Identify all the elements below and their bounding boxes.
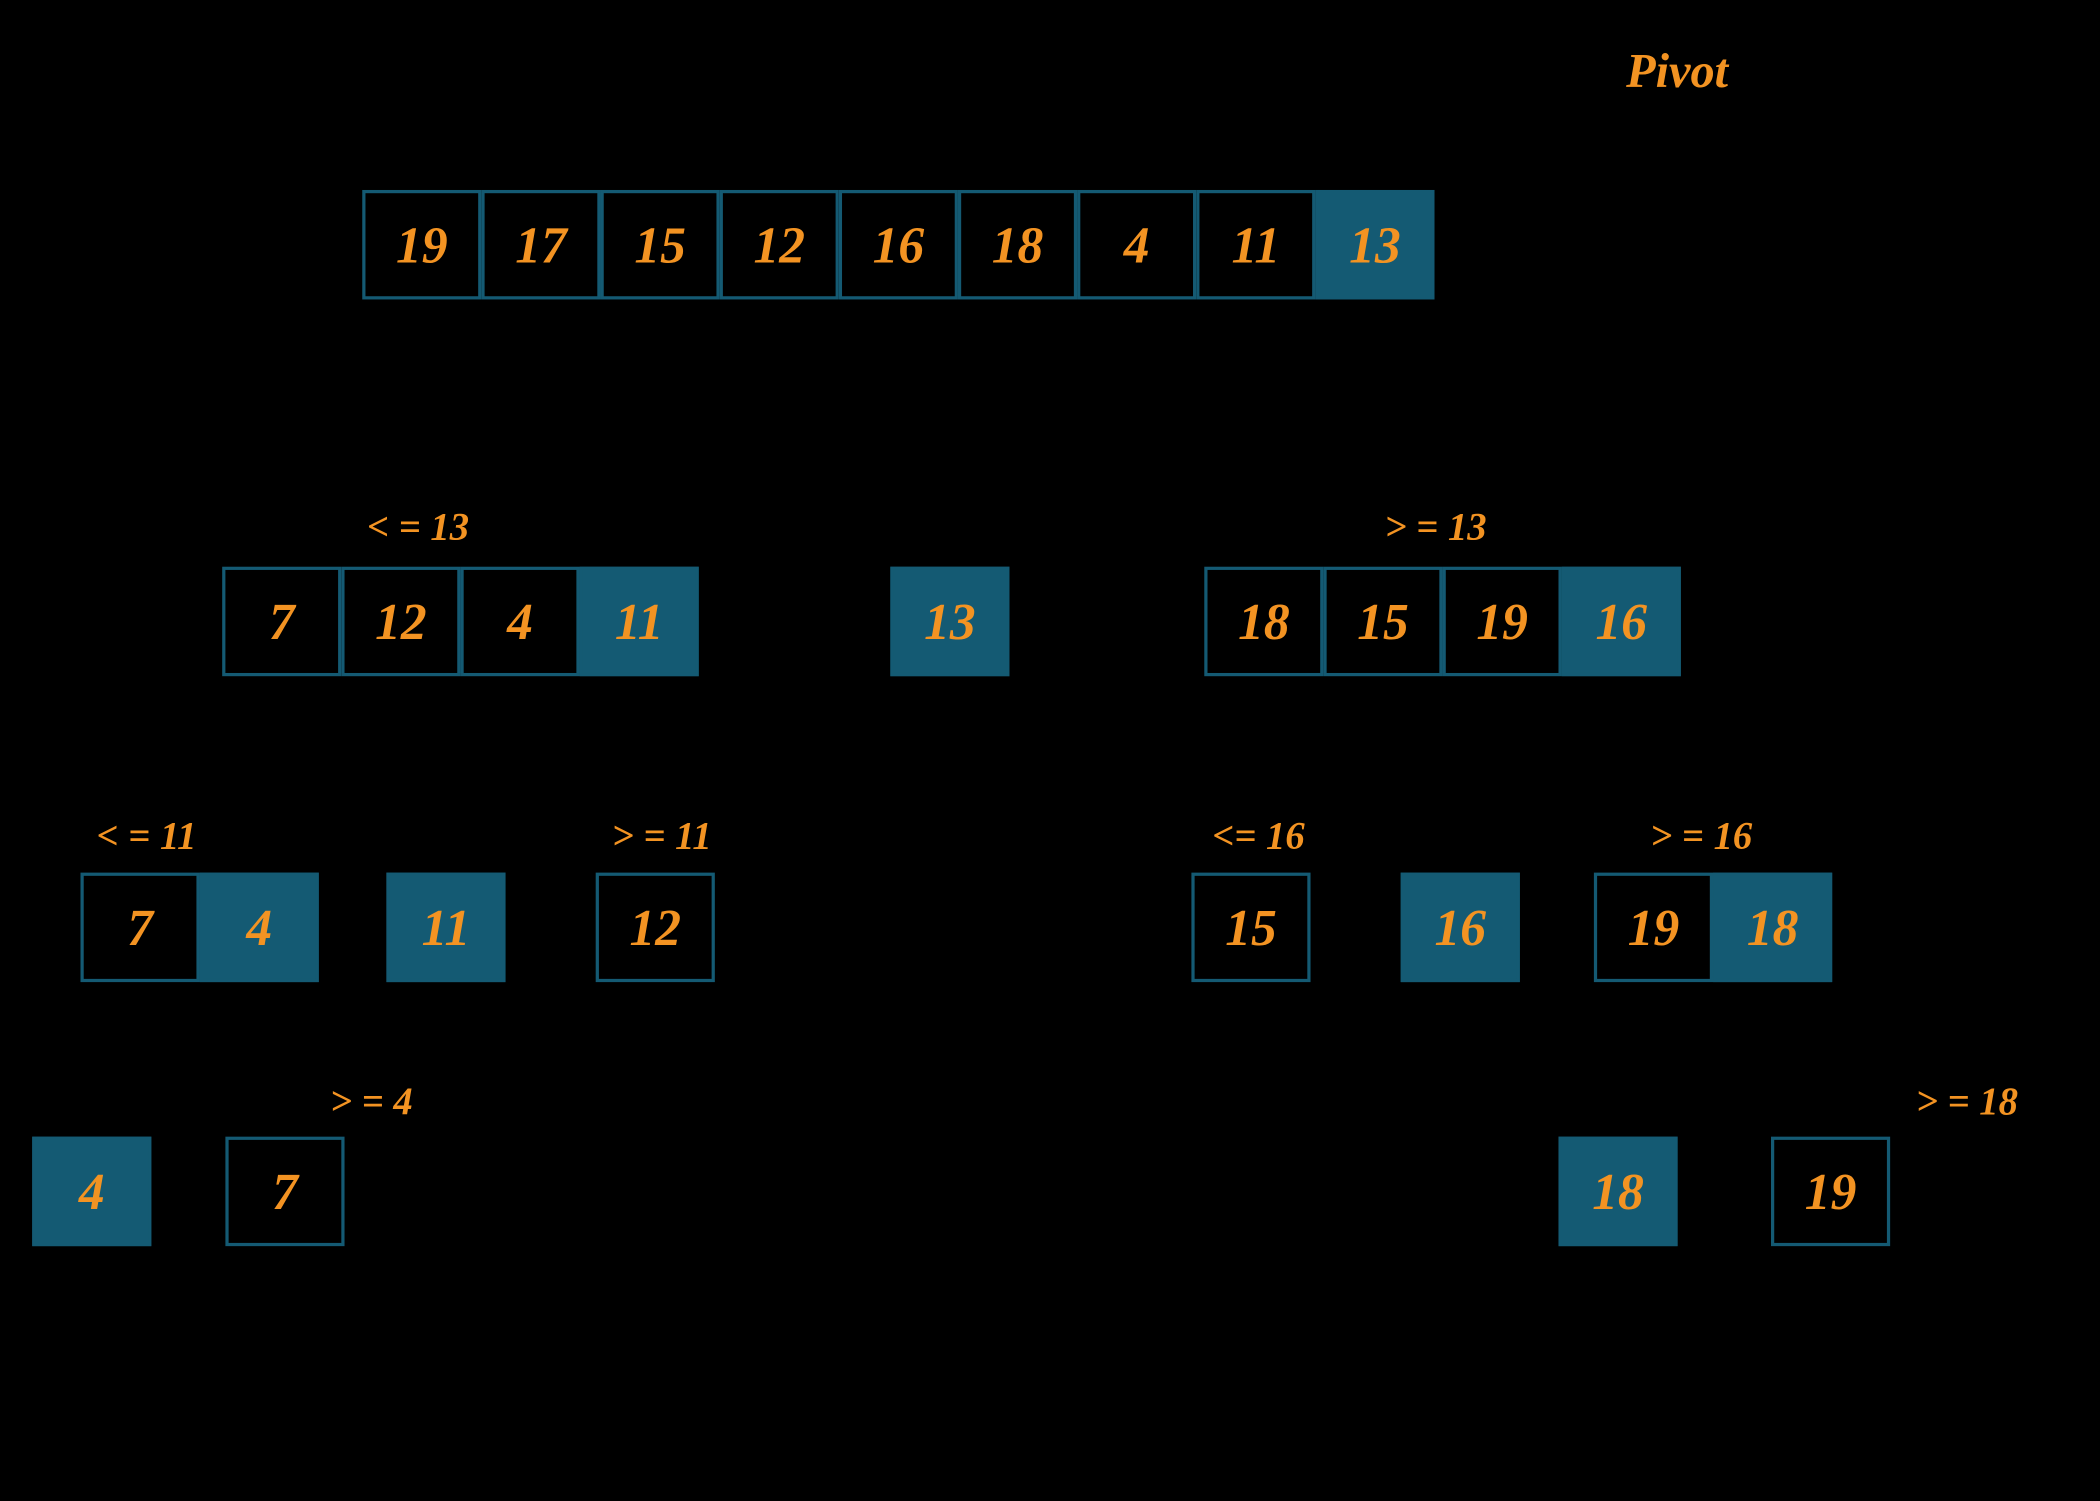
array-cell: 15: [601, 190, 720, 299]
lte-11: < = 11: [97, 816, 197, 859]
array-cell: 11: [1196, 190, 1315, 299]
array-cell: 7: [222, 567, 341, 676]
gte-13: > = 13: [1385, 507, 1487, 550]
quicksort-diagram: 1917151216184111371241113181519167411121…: [0, 0, 2099, 1501]
array-cell: 4: [1077, 190, 1196, 299]
array-cell: 7: [81, 873, 200, 982]
pivot-title: Pivot: [1626, 45, 1728, 100]
array-cell: 19: [1443, 567, 1562, 676]
lte-13: < = 13: [367, 507, 469, 550]
array-cell: 15: [1191, 873, 1310, 982]
array-cell: 16: [839, 190, 958, 299]
array-cell: 16: [1401, 873, 1520, 982]
array-cell: 13: [890, 567, 1009, 676]
array-cell: 18: [1558, 1137, 1677, 1246]
array-cell: 12: [720, 190, 839, 299]
array-cell: 4: [460, 567, 579, 676]
array-cell: 17: [481, 190, 600, 299]
array-cell: 4: [32, 1137, 151, 1246]
array-cell: 11: [386, 873, 505, 982]
lte-16: <= 16: [1212, 816, 1304, 859]
array-cell: 18: [958, 190, 1077, 299]
gte-11: > = 11: [612, 816, 712, 859]
array-cell: 12: [341, 567, 460, 676]
array-cell: 12: [596, 873, 715, 982]
array-cell: 13: [1315, 190, 1434, 299]
gte-18: > = 18: [1916, 1082, 2018, 1125]
gte-4: > = 4: [330, 1082, 413, 1125]
array-cell: 7: [225, 1137, 344, 1246]
array-cell: 19: [1594, 873, 1713, 982]
array-cell: 4: [200, 873, 319, 982]
array-cell: 11: [580, 567, 699, 676]
array-cell: 18: [1713, 873, 1832, 982]
gte-16: > = 16: [1650, 816, 1752, 859]
array-cell: 19: [362, 190, 481, 299]
array-cell: 16: [1562, 567, 1681, 676]
array-cell: 18: [1204, 567, 1323, 676]
array-cell: 15: [1323, 567, 1442, 676]
array-cell: 19: [1771, 1137, 1890, 1246]
